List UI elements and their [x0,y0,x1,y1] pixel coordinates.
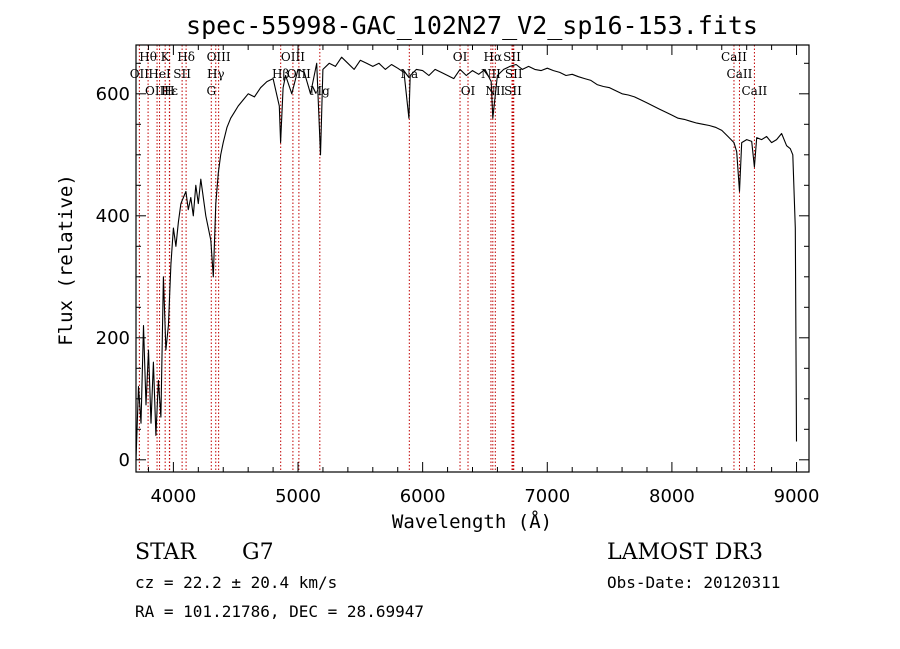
x-tick-label: 8000 [649,486,695,507]
spectral-line-label-5: Hε [161,84,178,98]
spectral-line-label-25: CaII [721,50,747,64]
spectral-line-label-15: Mg [310,84,330,98]
spectral-line-label-17: OI [453,50,468,64]
spectral-line-label-9: OIII [207,50,231,64]
spectral-line-label-23: SII [505,67,523,81]
survey-name: LAMOST DR3 [607,540,763,565]
spectral-line-label-16: Na [400,67,418,81]
series-line-flux [135,56,798,460]
spectral-line-label-6: H [164,84,174,98]
spectral-line-label-22: NII [485,84,505,98]
spectral-line-label-19: Hα [484,50,503,64]
redshift-text: cz = 22.2 ± 20.4 km/s [135,573,337,592]
spectral-line-label-18: OI [461,84,476,98]
spectral-line-labels: HθOIIOIIIKHeIHεHHδSIIOIIIHγGOIIIOIIIHβMg… [130,50,768,98]
spectral-line-label-21: NII [481,67,501,81]
spectral-line-label-13: OIII [287,67,311,81]
spectral-line-label-8: SII [173,67,191,81]
object-class: STAR [135,540,197,565]
spectral-line-label-10: Hγ [207,67,225,81]
y-tick-label: 0 [119,450,130,471]
x-tick-label: 9000 [774,486,820,507]
spectral-line-label-24: SII [504,84,522,98]
spectral-line-label-20: SII [503,50,521,64]
axis-ticks [136,45,809,472]
spectral-line-label-26: CaII [727,67,753,81]
y-tick-label: 400 [96,206,130,227]
spectral-line-label-7: Hδ [177,50,195,64]
spectral-line-label-3: K [161,50,171,64]
x-tick-label: 7000 [524,486,570,507]
object-subclass: G7 [242,540,274,565]
spectral-line-label-1: OII [130,67,150,81]
y-tick-label: 200 [96,328,130,349]
y-axis-label: Flux (relative) [55,174,77,346]
chart-title: spec-55998-GAC_102N27_V2_sp16-153.fits [186,11,758,40]
spectral-line-label-2: OIII [145,84,169,98]
spectral-line-label-14: Hβ [272,67,289,81]
x-tick-label: 4000 [150,486,196,507]
spectral-line-label-12: OIII [281,50,305,64]
spectral-line-label-11: G [206,84,216,98]
x-tick-label: 5000 [275,486,321,507]
x-axis-label: Wavelength (Å) [392,510,552,533]
y-tick-label: 600 [96,84,130,105]
coordinates-text: RA = 101.21786, DEC = 28.69947 [135,602,424,621]
x-tick-label: 6000 [400,486,446,507]
series-layer [135,56,798,460]
spectral-line-label-27: CaII [741,84,767,98]
obs-date-text: Obs-Date: 20120311 [607,573,780,592]
spectral-line-label-4: HeI [148,67,171,81]
spectral-line-label-0: Hθ [139,50,157,64]
axis-tick-labels: 4000 5000 6000 7000 8000 9000 0 200 400 600 [96,84,820,507]
